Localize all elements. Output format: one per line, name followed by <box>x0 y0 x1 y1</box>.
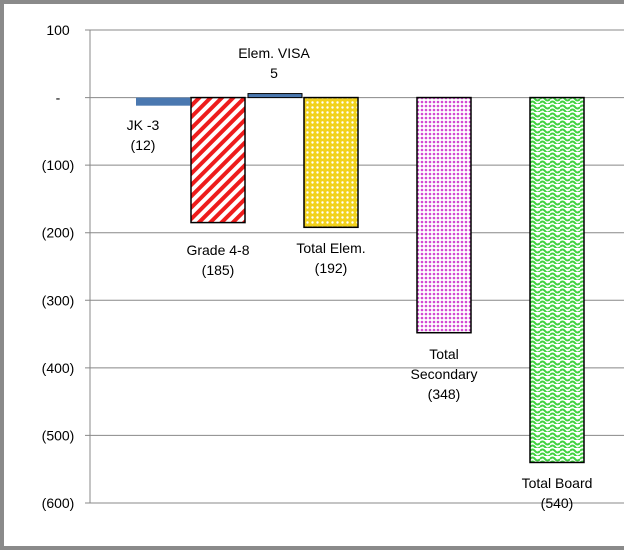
data-label: Elem. VISA <box>238 45 310 61</box>
y-tick-label: (600) <box>42 495 75 511</box>
bar <box>136 97 190 106</box>
y-axis: 100 - (100) (200) (300) (400) (500) (600) <box>42 22 91 511</box>
data-label: Total Board <box>522 475 593 491</box>
data-label: (540) <box>541 495 574 511</box>
y-tick-label: (100) <box>42 157 75 173</box>
data-label: (12) <box>131 137 156 153</box>
data-labels: JK -3 (12) Grade 4-8 (185) Elem. VISA 5 Total … <box>127 45 593 511</box>
data-label: Secondary <box>411 366 478 382</box>
bar <box>190 96 246 224</box>
data-label: Grade 4-8 <box>186 242 249 258</box>
data-label: Total <box>429 346 459 362</box>
data-label: (348) <box>428 386 461 402</box>
data-label: JK -3 <box>127 117 160 133</box>
bar <box>529 96 585 464</box>
data-label: 5 <box>270 65 278 81</box>
data-label: Total Elem. <box>296 240 365 256</box>
bar <box>416 96 472 334</box>
data-label: (185) <box>202 262 235 278</box>
bar <box>247 93 303 99</box>
y-tick-label: (500) <box>42 427 75 443</box>
y-tick-label: (300) <box>42 292 75 308</box>
y-tick-label: (200) <box>42 225 75 241</box>
bars <box>136 93 585 464</box>
bar <box>303 96 359 229</box>
y-tick-label: 100 <box>46 22 70 38</box>
data-label: (192) <box>315 260 348 276</box>
y-tick-label: - <box>56 90 61 106</box>
y-tick-label: (400) <box>42 360 75 376</box>
